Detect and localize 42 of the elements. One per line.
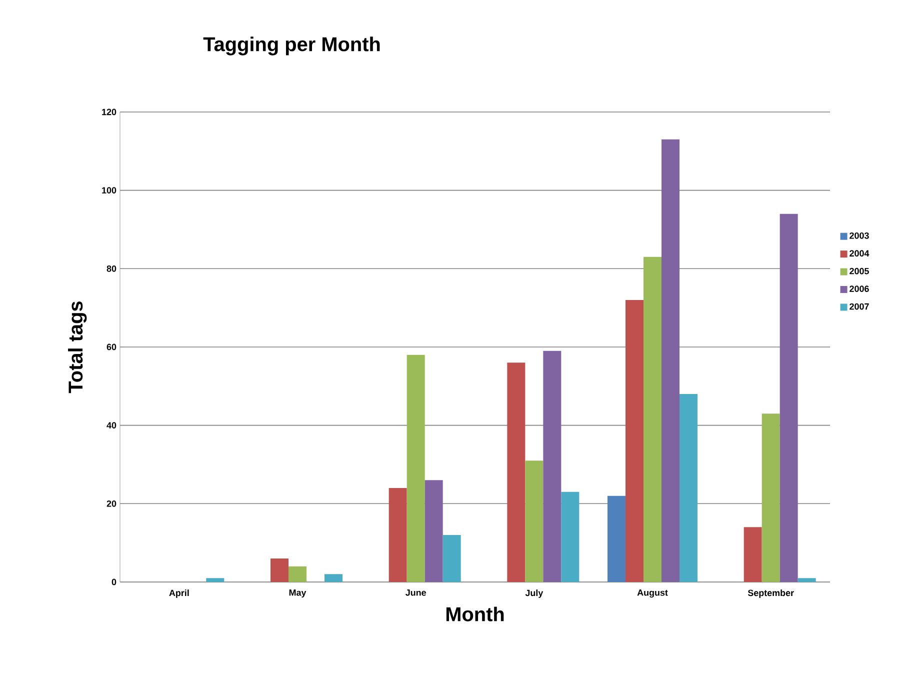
bar <box>626 300 644 582</box>
x-tick-label: April <box>169 590 189 598</box>
bar <box>561 492 580 582</box>
bar <box>270 558 289 582</box>
x-tick-label: July <box>525 590 544 598</box>
x-tick-label: August <box>637 590 668 598</box>
y-tick-label: 40 <box>106 422 116 428</box>
x-tick-label: May <box>289 590 306 598</box>
x-axis-title: Month <box>446 606 504 622</box>
bar <box>288 566 307 582</box>
y-axis-title: Total tags <box>68 301 87 394</box>
bar <box>388 488 407 582</box>
bar <box>424 480 443 582</box>
y-tick-label: 0 <box>112 578 116 586</box>
legend-label: 2006 <box>850 286 869 292</box>
bar <box>780 214 798 582</box>
x-tick-label: September <box>748 590 794 598</box>
bar <box>543 350 562 582</box>
bar <box>406 354 425 582</box>
bar <box>507 362 526 582</box>
bar <box>525 460 544 582</box>
legend-label: 2003 <box>850 232 869 239</box>
x-tick-label: June <box>406 590 426 596</box>
bar <box>206 578 224 582</box>
bar <box>324 574 343 582</box>
y-tick-label: 20 <box>106 500 116 507</box>
bar <box>442 534 461 582</box>
y-tick-label: 100 <box>102 187 116 194</box>
y-tick-label: 120 <box>102 108 116 116</box>
bar <box>680 394 698 582</box>
chart-title: Tagging per Month <box>203 36 380 56</box>
legend-label: 2005 <box>850 268 869 274</box>
bar <box>662 139 680 582</box>
bar <box>798 578 816 582</box>
legend-label: 2007 <box>850 303 869 310</box>
y-tick-label: 60 <box>106 344 116 350</box>
legend-label: 2004 <box>850 250 870 257</box>
bar <box>744 527 762 582</box>
bar <box>608 496 626 582</box>
bar <box>644 256 662 582</box>
y-tick-label: 80 <box>106 265 116 272</box>
bar <box>762 414 780 582</box>
